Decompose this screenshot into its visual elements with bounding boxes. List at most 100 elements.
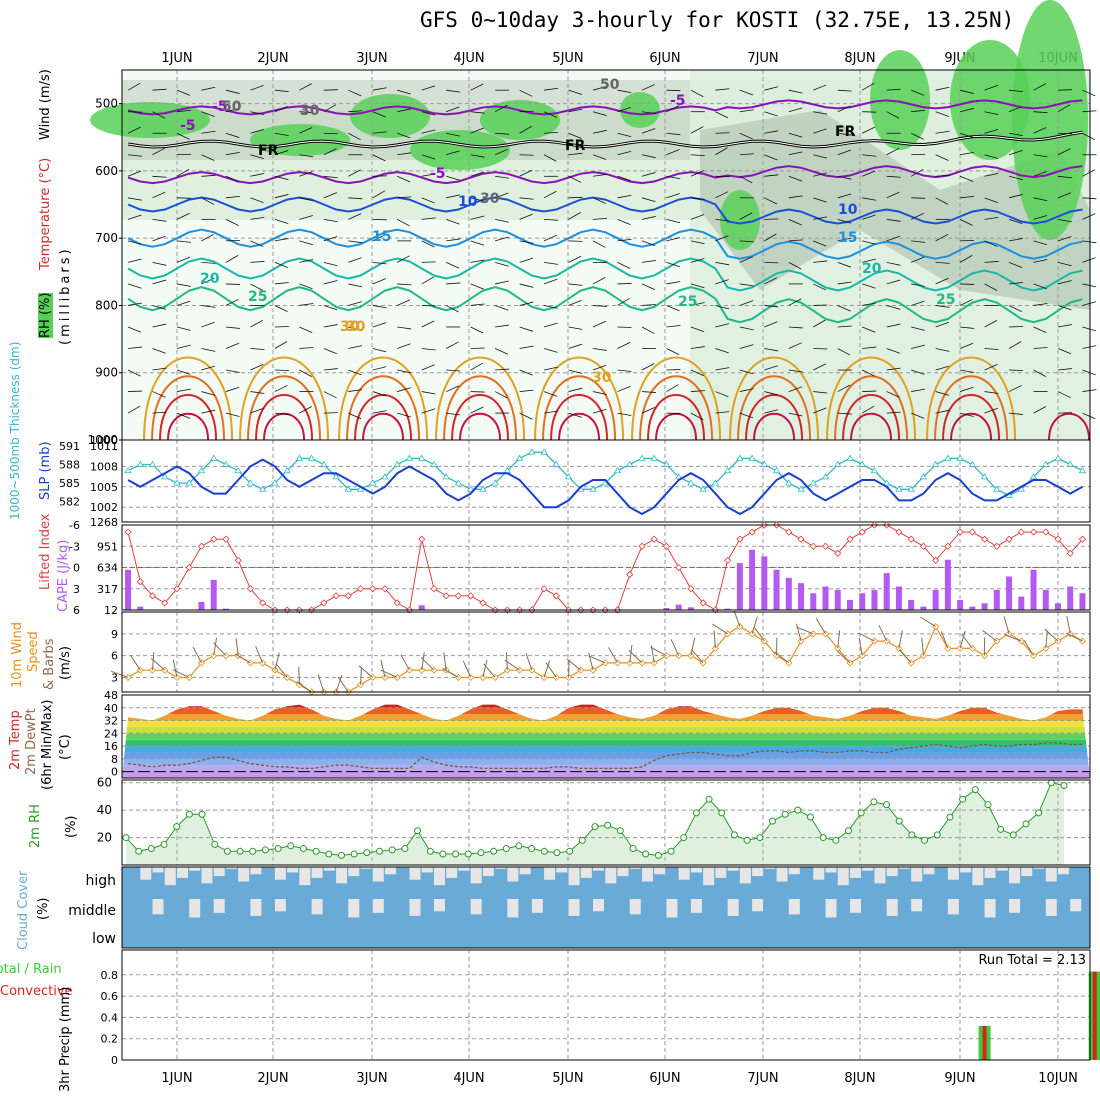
lifted-index-marker [981, 535, 989, 543]
thickness-marker [711, 479, 720, 486]
wind-barb [886, 191, 900, 199]
wind-barb [690, 326, 705, 333]
wind-barb [1057, 348, 1072, 355]
wind-barb-10m [275, 663, 288, 678]
wind-barb [788, 218, 802, 226]
wind-tick: 9 [111, 628, 118, 641]
wind-barb [274, 132, 289, 137]
wind-barb-10m [172, 669, 190, 678]
temp-tick: 24 [104, 727, 118, 740]
wind-barb [788, 175, 803, 182]
warm-dome-contour [934, 375, 1009, 441]
wind-barb-10m [400, 654, 410, 671]
lifted-index-marker [418, 535, 426, 543]
cape-bar [736, 563, 743, 610]
wind-barb [299, 347, 314, 349]
wind-barb [421, 408, 436, 414]
lifted-index-marker [1054, 535, 1062, 543]
lifted-index-marker [210, 535, 218, 543]
wind-barb [299, 111, 314, 114]
wind-barb [813, 391, 828, 394]
temperature-ylabel: Temperature (°C) [38, 157, 53, 270]
rh-marker [680, 834, 688, 842]
wind-barb [397, 369, 412, 374]
wind-barb [152, 411, 167, 414]
cape-bar [663, 607, 670, 610]
wind-barb-10m [858, 632, 875, 642]
temp-units-ylabel: (°C) [58, 734, 73, 760]
wind-barb-10m [482, 659, 488, 678]
wind-barb [666, 105, 680, 113]
warm-dome-contour [346, 375, 421, 441]
warm-dome-contour [842, 394, 901, 441]
wind-barb [225, 386, 240, 392]
cloud-high-gap [482, 867, 494, 877]
warm-dome-contour [247, 375, 322, 441]
wind-barb [641, 363, 655, 371]
wind-barb [959, 342, 974, 349]
wind-barb [739, 212, 753, 220]
wind-barb [666, 193, 680, 199]
wind-barb [715, 279, 729, 285]
wind-barb [690, 412, 704, 421]
lifted-index-marker [662, 542, 671, 550]
cloud-frame [121, 866, 1091, 949]
rh-marker [806, 813, 814, 821]
wind-barb-10m [192, 646, 202, 664]
wind-barb-10m [751, 616, 758, 634]
wind-barb [225, 175, 240, 182]
wind-barb [935, 409, 950, 414]
rh-marker [223, 847, 231, 855]
contour-label: 50 [222, 99, 242, 115]
temp-band [122, 726, 1090, 734]
wind-barb [641, 283, 655, 290]
thickness-marker [258, 485, 267, 492]
rh-marker [477, 849, 485, 857]
warm-dome-contour [338, 356, 429, 441]
wind-barb [470, 154, 485, 158]
li-cape-frame [121, 524, 1091, 611]
wind-barb [495, 236, 509, 242]
wind-speed-marker [528, 666, 536, 674]
wind-speed-marker [405, 666, 414, 674]
cloud-middle-gap [274, 899, 286, 912]
wind-barb [397, 196, 412, 199]
thickness-marker [650, 454, 658, 461]
rh-marker [236, 847, 244, 855]
wind-speed-marker [1066, 630, 1074, 638]
temp-band [122, 746, 1090, 753]
cape-bar [883, 573, 890, 610]
warm-dome-contour [639, 375, 714, 441]
wind-barb [519, 369, 533, 376]
wind-speed-marker [479, 673, 487, 682]
wind-barb [617, 385, 631, 392]
contour-label: 10 [838, 202, 858, 218]
wind-barb-10m [420, 657, 435, 671]
wind-barb [372, 154, 386, 162]
wind-barb [984, 111, 999, 116]
temp-band [122, 771, 1090, 778]
cloud-middle-gap [849, 899, 861, 913]
li-tick: 3 [73, 583, 80, 596]
wind-barb [397, 412, 411, 418]
wind-barb [666, 218, 681, 224]
temp-tick: 48 [104, 689, 118, 702]
wind-barb [886, 218, 901, 222]
wind-barb-10m [358, 665, 374, 678]
wind-barb-10m [1045, 630, 1048, 649]
lifted-index-marker [932, 556, 940, 564]
thickness-marker [1054, 454, 1062, 461]
wind-barb [397, 108, 412, 113]
wind-barb-10m [588, 655, 606, 664]
wind-barb [176, 168, 190, 177]
temp-tick: 32 [104, 715, 118, 728]
wind-barb-10m [753, 626, 765, 642]
wind-barb [911, 344, 925, 349]
wind-barb [176, 132, 190, 140]
thickness-marker [564, 473, 573, 480]
wind-barb [568, 255, 582, 263]
wind-barb [1008, 262, 1023, 269]
wind-frame [121, 611, 1091, 693]
rh-marker [845, 827, 853, 835]
thickness-marker [662, 460, 671, 467]
